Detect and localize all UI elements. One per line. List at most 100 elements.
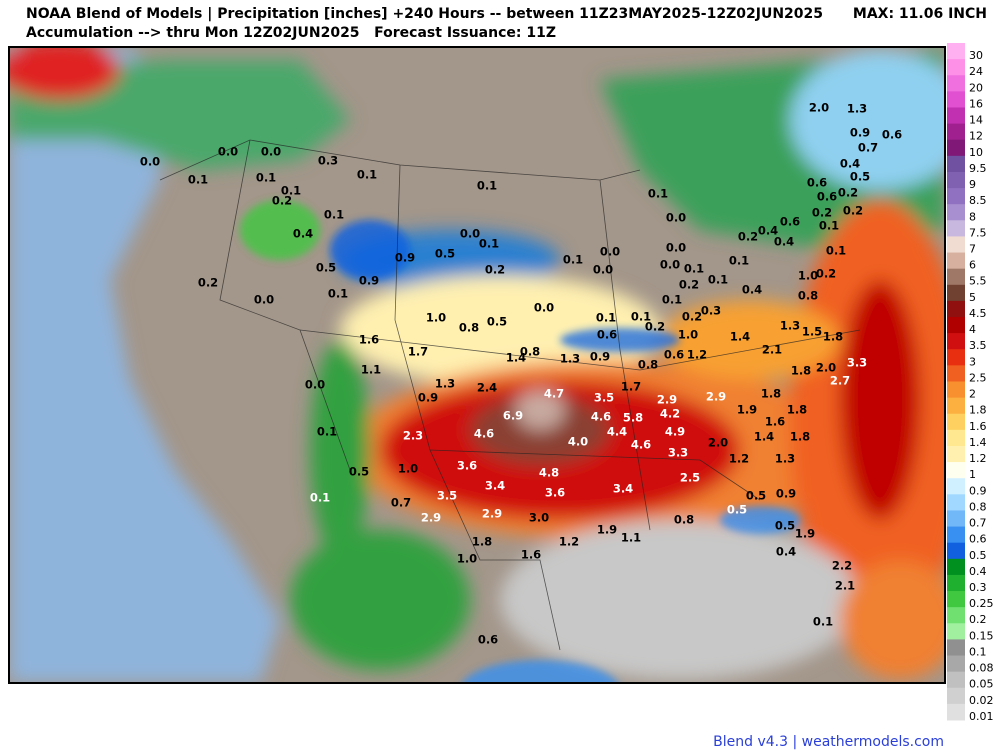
colorbar-label: 1.4 xyxy=(969,436,987,449)
colorbar-swatch xyxy=(947,139,965,157)
colorbar-label: 0.1 xyxy=(969,645,987,658)
colorbar-swatch xyxy=(947,317,965,334)
precip-label: 0.2 xyxy=(198,276,218,290)
colorbar-label: 12 xyxy=(969,130,983,143)
colorbar-swatch xyxy=(947,284,965,302)
precip-label: 0.6 xyxy=(780,215,800,229)
precip-label: 0.8 xyxy=(674,513,694,527)
precip-label: 0.0 xyxy=(261,145,281,159)
precip-label: 4.2 xyxy=(660,407,680,421)
precip-label: 0.5 xyxy=(775,519,795,533)
precip-label: 3.4 xyxy=(613,482,633,496)
colorbar-swatch xyxy=(947,623,965,640)
colorbar-swatch xyxy=(947,429,965,447)
precip-label: 0.1 xyxy=(729,254,749,268)
precip-label: 0.2 xyxy=(738,230,758,244)
colorbar-swatch xyxy=(947,462,965,479)
colorbar-label: 5 xyxy=(969,291,976,304)
precip-label: 1.3 xyxy=(847,102,867,116)
colorbar-label: 0.4 xyxy=(969,565,987,578)
colorbar-label: 30 xyxy=(969,49,983,62)
precip-label: 4.8 xyxy=(539,466,559,480)
precip-label: 1.0 xyxy=(457,552,477,566)
precip-label: 1.2 xyxy=(687,348,707,362)
colorbar-label: 0.08 xyxy=(969,662,994,675)
precip-label: 2.2 xyxy=(832,559,852,573)
precip-label: 0.2 xyxy=(682,310,702,324)
colorbar-swatch xyxy=(947,188,965,205)
precip-label: 1.1 xyxy=(621,531,641,545)
precip-label: 2.0 xyxy=(708,436,728,450)
precip-label: 0.1 xyxy=(563,253,583,267)
colorbar-label: 0.25 xyxy=(969,597,994,610)
colorbar-label: 10 xyxy=(969,146,983,159)
precip-label: 4.6 xyxy=(591,410,611,424)
colorbar-swatch xyxy=(947,526,965,544)
precip-label: 0.4 xyxy=(774,235,794,249)
precip-label: 1.3 xyxy=(435,377,455,391)
colorbar-swatch xyxy=(947,574,965,592)
precip-label: 1.8 xyxy=(761,387,781,401)
precip-label: 0.0 xyxy=(534,301,554,315)
precip-label: 1.4 xyxy=(754,430,774,444)
precip-label: 2.9 xyxy=(706,390,726,404)
precip-label: 3.4 xyxy=(485,479,505,493)
colorbar-label: 1.8 xyxy=(969,404,987,417)
precip-label: 0.1 xyxy=(631,310,651,324)
precip-label: 0.4 xyxy=(776,545,796,559)
precip-label: 0.5 xyxy=(349,465,369,479)
colorbar-label: 9 xyxy=(969,178,976,191)
precip-label: 0.7 xyxy=(391,496,411,510)
colorbar-label: 2 xyxy=(969,388,976,401)
precip-label: 1.8 xyxy=(823,330,843,344)
precip-label: 1.9 xyxy=(795,527,815,541)
precip-label: 0.5 xyxy=(487,315,507,329)
precip-label: 0.1 xyxy=(479,237,499,251)
precip-label: 1.0 xyxy=(678,328,698,342)
colorbar-swatch xyxy=(947,510,965,528)
colorbar-swatch xyxy=(947,91,965,108)
precip-label: 0.1 xyxy=(826,244,846,258)
precip-label: 1.8 xyxy=(790,430,810,444)
precip-label: 0.9 xyxy=(359,274,379,288)
precip-label: 1.8 xyxy=(787,403,807,417)
precip-label: 0.6 xyxy=(478,633,498,647)
precip-label: 2.5 xyxy=(680,471,700,485)
map-background xyxy=(9,47,945,683)
precip-label: 2.9 xyxy=(657,393,677,407)
precip-label: 0.2 xyxy=(843,204,863,218)
precip-label: 0.5 xyxy=(435,247,455,261)
precip-label: 0.1 xyxy=(648,187,668,201)
colorbar-swatch xyxy=(947,381,965,399)
colorbar-swatch xyxy=(947,220,965,237)
colorbar-label: 1 xyxy=(969,468,976,481)
precip-label: 5.8 xyxy=(623,411,643,425)
precip-label: 0.4 xyxy=(293,227,313,241)
colorbar-label: 3.5 xyxy=(969,339,987,352)
colorbar-swatch xyxy=(947,607,965,624)
colorbar-label: 0.7 xyxy=(969,517,987,530)
precip-label: 1.7 xyxy=(621,380,641,394)
precip-label: 0.9 xyxy=(776,487,796,501)
precip-label: 0.1 xyxy=(281,184,301,198)
precip-label: 1.0 xyxy=(398,462,418,476)
precip-label: 1.3 xyxy=(560,352,580,366)
colorbar-swatch xyxy=(947,397,965,415)
map-frame xyxy=(8,46,946,684)
precip-label: 0.9 xyxy=(395,251,415,265)
colorbar-swatch xyxy=(947,59,965,76)
precip-label: 0.1 xyxy=(662,293,682,307)
precip-label: 0.1 xyxy=(310,491,330,505)
precip-label: 0.2 xyxy=(816,267,836,281)
precip-label: 0.2 xyxy=(485,263,505,277)
colorbar-swatch xyxy=(947,349,965,366)
precip-label: 0.2 xyxy=(645,320,665,334)
precip-label: 0.6 xyxy=(807,176,827,190)
colorbar-swatch xyxy=(947,252,965,270)
colorbar-label: 7 xyxy=(969,242,976,255)
precip-label: 0.2 xyxy=(272,194,292,208)
max-value: MAX: 11.06 INCH xyxy=(853,6,987,22)
precip-label: 1.4 xyxy=(506,351,526,365)
